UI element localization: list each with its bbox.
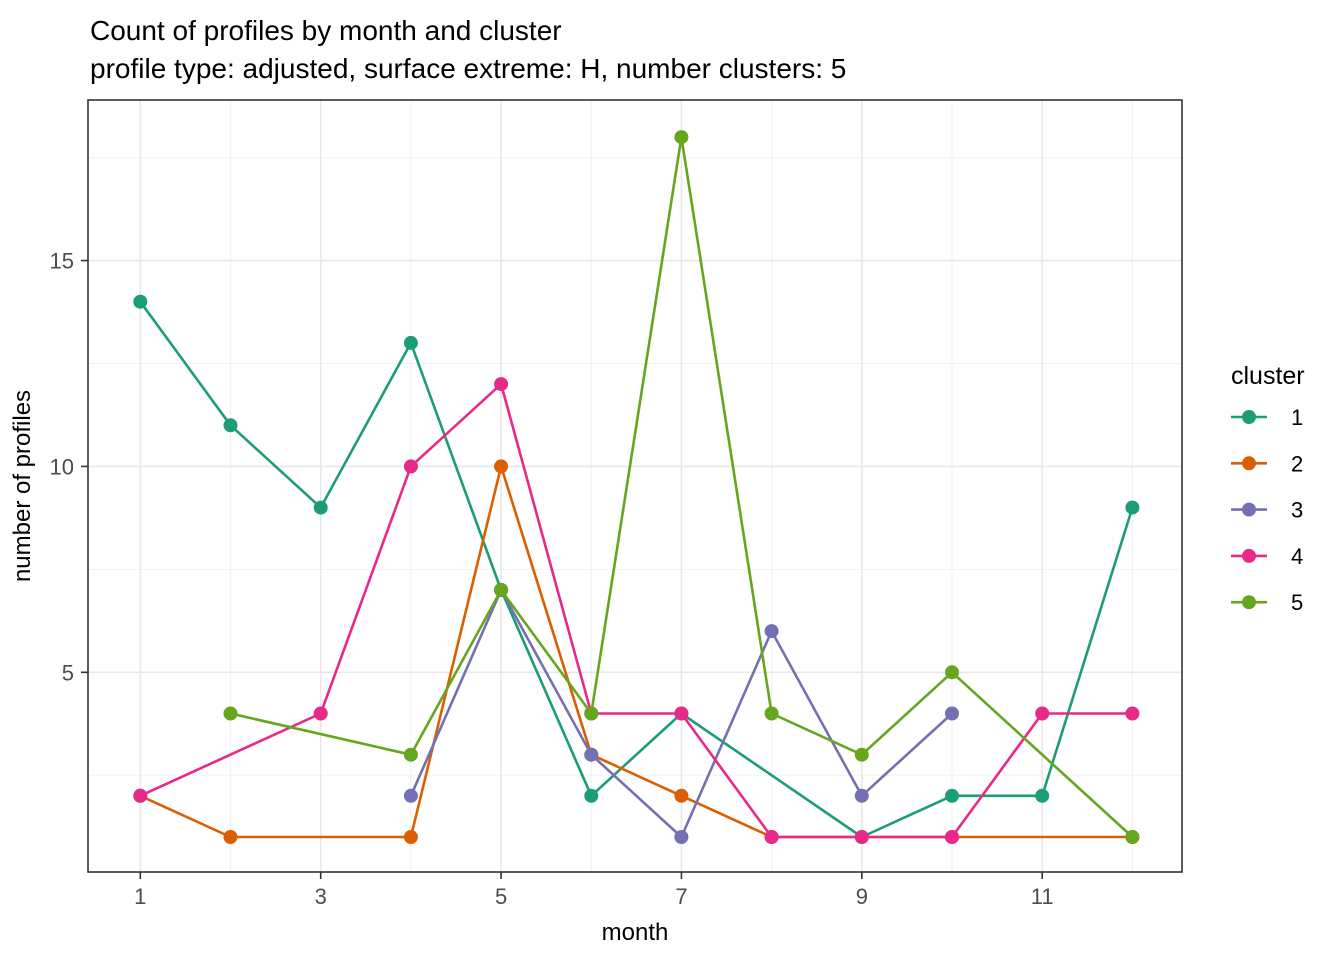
legend-item-1: 1 — [1231, 405, 1303, 430]
data-point-cluster-4 — [494, 377, 509, 392]
legend-key-point — [1242, 410, 1256, 424]
x-tick-label: 3 — [315, 884, 327, 909]
x-axis-title: month — [602, 919, 669, 946]
data-point-cluster-1 — [223, 418, 238, 433]
minor-gridlines — [88, 100, 1182, 872]
data-point-cluster-1 — [403, 335, 418, 350]
legend-key-point — [1242, 502, 1256, 517]
data-point-cluster-3 — [584, 747, 599, 762]
x-tick-label: 5 — [495, 884, 507, 909]
data-point-cluster-5 — [584, 706, 599, 721]
data-point-cluster-5 — [945, 665, 959, 680]
panel-border — [87, 99, 1183, 873]
data-point-cluster-4 — [1125, 706, 1140, 721]
data-point-cluster-2 — [494, 459, 509, 474]
x-tick-label: 7 — [675, 884, 687, 909]
data-point-cluster-5 — [403, 747, 418, 762]
legend-key-point — [1242, 595, 1256, 610]
data-point-cluster-2 — [674, 788, 689, 803]
legend-label: 1 — [1291, 405, 1303, 430]
plot-area: 1 3 5 7 9 11 5 10 15 — [50, 99, 1183, 909]
data-point-cluster-5 — [854, 747, 869, 762]
data-point-cluster-3 — [403, 788, 418, 803]
chart-title: Count of profiles by month and cluster — [90, 15, 562, 46]
data-point-cluster-4 — [945, 830, 959, 844]
chart-subtitle: profile type: adjusted, surface extreme:… — [90, 53, 846, 84]
y-tick-label: 5 — [62, 660, 74, 685]
data-point-cluster-4 — [313, 706, 328, 721]
data-point-cluster-1 — [313, 500, 328, 515]
data-point-cluster-4 — [403, 459, 418, 474]
major-gridlines — [88, 100, 1182, 872]
legend-key-point — [1242, 456, 1256, 471]
data-point-cluster-5 — [494, 583, 509, 597]
series-cluster-4 — [133, 377, 1140, 844]
axis-ticks — [81, 259, 1044, 879]
data-point-cluster-3 — [764, 624, 779, 639]
y-tick-label: 10 — [50, 454, 74, 479]
legend-title: cluster — [1231, 362, 1305, 390]
data-point-cluster-5 — [223, 706, 238, 721]
data-point-cluster-5 — [1125, 830, 1140, 844]
data-point-cluster-4 — [133, 788, 148, 803]
data-point-cluster-1 — [133, 294, 148, 309]
y-tick-label: 15 — [50, 249, 74, 274]
x-tick-label: 9 — [856, 884, 868, 909]
legend-label: 5 — [1291, 590, 1303, 615]
data-point-cluster-1 — [1125, 500, 1140, 515]
data-point-cluster-4 — [764, 830, 779, 844]
legend-label: 2 — [1291, 451, 1303, 476]
data-point-cluster-1 — [584, 788, 599, 803]
legend-item-5: 5 — [1231, 590, 1303, 615]
data-point-cluster-2 — [223, 830, 238, 844]
data-point-cluster-5 — [674, 130, 689, 145]
legend-key-point — [1242, 548, 1256, 563]
y-axis-title: number of profiles — [9, 390, 36, 582]
panel-background — [88, 100, 1182, 872]
data-point-cluster-4 — [674, 706, 689, 721]
x-tick-label: 11 — [1031, 884, 1054, 909]
series-cluster-5 — [223, 130, 1140, 844]
legend: 1 2 3 4 5 — [1231, 405, 1303, 615]
legend-item-3: 3 — [1231, 498, 1303, 523]
data-point-cluster-2 — [403, 830, 418, 844]
data-point-cluster-4 — [1035, 706, 1050, 721]
legend-label: 4 — [1291, 544, 1303, 569]
data-point-cluster-5 — [764, 706, 779, 721]
data-point-cluster-1 — [1035, 788, 1050, 803]
data-point-cluster-1 — [945, 788, 959, 803]
data-point-cluster-3 — [945, 706, 959, 721]
data-point-cluster-3 — [854, 788, 869, 803]
tick-labels: 1 3 5 7 9 11 5 10 15 — [50, 249, 1054, 909]
legend-item-2: 2 — [1231, 451, 1303, 476]
x-tick-label: 1 — [134, 884, 146, 909]
legend-label: 3 — [1291, 498, 1303, 523]
data-point-cluster-4 — [854, 830, 869, 844]
legend-item-4: 4 — [1231, 544, 1303, 569]
data-point-cluster-3 — [674, 830, 689, 844]
